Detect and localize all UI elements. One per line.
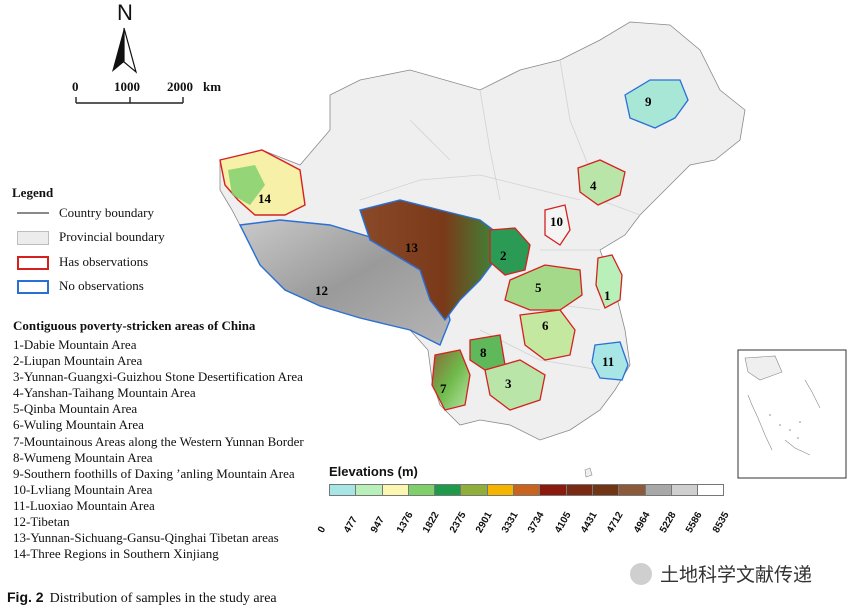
map-label-13: 13: [405, 240, 419, 255]
provincial-boundary-swatch: [17, 231, 49, 245]
figure-caption-text: Distribution of samples in the study are…: [49, 591, 277, 606]
area-item: 4-Yanshan-Taihang Mountain Area: [13, 385, 196, 401]
areas-title: Contiguous poverty-stricken areas of Chi…: [13, 318, 256, 333]
map-label-11: 11: [602, 354, 614, 369]
elevation-title: Elevations (m): [329, 464, 418, 479]
map-label-7: 7: [440, 381, 447, 396]
area-item: 11-Luoxiao Mountain Area: [13, 497, 155, 513]
area-item: 6-Wuling Mountain Area: [13, 417, 144, 433]
area-item: 1-Dabie Mountain Area: [13, 337, 137, 352]
area-item: 12-Tibetan: [13, 514, 70, 530]
country-boundary-swatch: [17, 212, 49, 214]
region-6: [519, 309, 576, 361]
elevation-swatch: [460, 484, 488, 496]
area-item: 14-Three Regions in Southern Xinjiang: [13, 546, 219, 562]
area-item: 5-Qinba Mountain Area: [13, 401, 138, 417]
scale-tick-1000: 1000: [114, 79, 140, 94]
elevation-swatch: [513, 484, 541, 496]
region-10: [544, 204, 571, 246]
map-label-5: 5: [535, 280, 542, 295]
region-7: [431, 349, 471, 411]
legend-provincial-boundary: Provincial boundary: [17, 229, 277, 249]
legend-title: Legend: [12, 185, 54, 200]
map-label-8: 8: [480, 345, 487, 360]
elevation-swatch: [670, 484, 699, 496]
elevation-swatch: [407, 484, 436, 496]
map-label-1: 1: [604, 288, 611, 303]
watermark: 土地科学文献传递: [630, 560, 812, 587]
map-label-4: 4: [590, 178, 597, 193]
legend-country-boundary: Country boundary: [17, 205, 277, 225]
scale-tick-2000: 2000: [167, 79, 193, 94]
has-observations-swatch: [17, 256, 49, 270]
map-label-2: 2: [500, 248, 507, 263]
elevation-swatch: [565, 484, 593, 496]
wechat-icon: [630, 562, 652, 585]
region-3: [484, 359, 546, 411]
figure-number: Fig. 2: [7, 589, 44, 605]
elevation-swatch: [355, 484, 383, 496]
legend-no-observations: No observations: [17, 278, 277, 298]
map-label-3: 3: [505, 376, 512, 391]
legend-no-observations-label: No observations: [59, 278, 144, 293]
elevation-swatch: [539, 484, 567, 496]
area-item: 8-Wumeng Mountain Area: [13, 449, 153, 465]
map-label-10: 10: [550, 214, 563, 229]
scale-tick-0: 0: [72, 79, 79, 94]
elevation-swatch: [697, 484, 725, 496]
elevation-swatch: [644, 484, 672, 496]
north-arrow-icon: [112, 27, 138, 74]
area-item: 7-Mountainous Areas along the Western Yu…: [13, 433, 304, 449]
area-item: 2-Liupan Mountain Area: [13, 353, 143, 369]
region-2: [489, 227, 531, 276]
region-5: [504, 264, 583, 311]
map-label-14: 14: [258, 191, 272, 206]
elevation-swatch: [329, 484, 357, 496]
watermark-text: 土地科学文献传递: [660, 564, 813, 586]
elevation-color-bar: [329, 484, 725, 498]
legend-has-observations: Has observations: [17, 254, 277, 274]
legend-has-observations-label: Has observations: [59, 254, 149, 269]
elevation-swatch: [486, 484, 515, 496]
elevation-swatch: [591, 484, 620, 496]
area-item: 3-Yunnan-Guangxi-Guizhou Stone Desertifi…: [13, 369, 303, 385]
region-9: [624, 79, 689, 129]
scale-unit: km: [203, 79, 222, 94]
legend-country-boundary-label: Country boundary: [59, 205, 154, 220]
map-label-9: 9: [645, 94, 652, 109]
scale-bar-graphic: [75, 97, 184, 104]
map-label-6: 6: [542, 318, 549, 333]
provincial-boundaries: [359, 59, 641, 371]
elevation-swatch: [618, 484, 646, 496]
elevation-swatch: [381, 484, 409, 496]
area-item: 10-Lvliang Mountain Area: [13, 481, 153, 497]
region-1: [595, 254, 623, 309]
north-label: N: [117, 0, 133, 25]
area-item: 9-Southern foothills of Daxing ’anling M…: [13, 465, 295, 481]
region-13: [359, 199, 501, 322]
areas-list: 1-Dabie Mountain Area 2-Liupan Mountain …: [13, 337, 304, 562]
region-11: [591, 341, 629, 381]
elevation-swatch: [434, 484, 462, 496]
legend-provincial-boundary-label: Provincial boundary: [59, 229, 165, 244]
no-observations-swatch: [17, 280, 49, 294]
region-4: [577, 159, 626, 206]
map-label-12: 12: [315, 283, 328, 298]
figure-caption: Fig. 2 Distribution of samples in the stu…: [7, 589, 277, 607]
area-item: 13-Yunnan-Sichuang-Gansu-Qinghai Tibetan…: [13, 530, 279, 546]
